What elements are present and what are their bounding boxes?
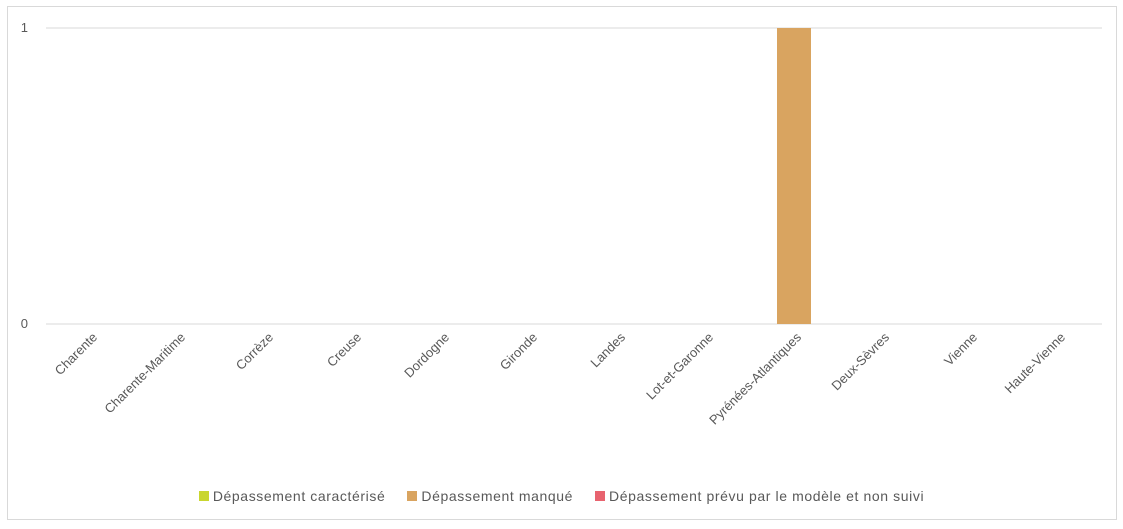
- y-tick-label: 1: [21, 20, 28, 35]
- legend-item: Dépassement caractérisé: [198, 488, 386, 504]
- x-tick-label: Charente-Maritime: [101, 330, 188, 417]
- legend-item: Dépassement prévu par le modèle et non s…: [595, 488, 924, 504]
- legend-swatch: [407, 491, 418, 501]
- legend-item: Dépassement manqué: [407, 488, 573, 504]
- x-tick-label: Pyrénées-Atlantiques: [706, 329, 804, 427]
- legend: Dépassement caractérisé Dépassement manqu…: [0, 488, 1123, 504]
- x-tick-label: Dordogne: [401, 330, 452, 381]
- legend-label: Dépassement caractérisé: [212, 488, 386, 504]
- x-tick-label: Charente: [52, 330, 100, 378]
- y-tick-label: 0: [21, 316, 28, 331]
- x-tick-label: Vienne: [941, 330, 980, 369]
- x-tick-label: Haute-Vienne: [1001, 330, 1068, 397]
- legend-swatch: [595, 491, 606, 501]
- legend-label: Dépassement manqué: [421, 488, 574, 504]
- x-tick-label: Gironde: [497, 330, 540, 373]
- x-tick-label: Corrèze: [233, 330, 276, 373]
- legend-label: Dépassement prévu par le modèle et non s…: [609, 488, 925, 504]
- bar-pyr-n-es-atlantiques: [777, 28, 811, 324]
- legend-swatch: [198, 491, 209, 501]
- chart-frame: [7, 6, 1117, 520]
- x-tick-label: Lot-et-Garonne: [643, 330, 716, 403]
- x-tick-label: Deux-Sèvres: [828, 329, 892, 393]
- x-tick-label: Landes: [587, 329, 628, 370]
- x-tick-label: Creuse: [324, 330, 364, 370]
